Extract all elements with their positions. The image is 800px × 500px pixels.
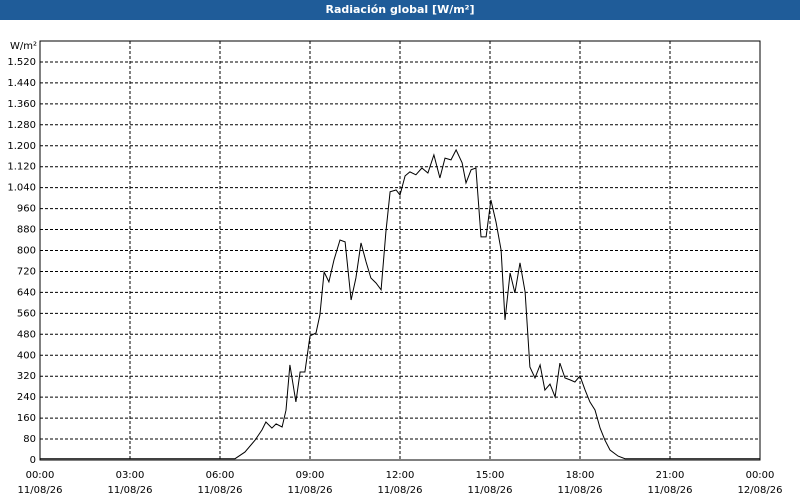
y-tick-label: 640	[17, 287, 36, 298]
x-tick-label: 00:00	[746, 470, 775, 481]
x-tick-date: 11/08/26	[378, 485, 423, 496]
y-tick-label: 240	[17, 392, 36, 403]
x-tick-date: 11/08/26	[108, 485, 153, 496]
x-tick-label: 12:00	[386, 470, 415, 481]
y-tick-label: 800	[17, 246, 36, 257]
y-tick-label: 560	[17, 308, 36, 319]
y-tick-label: 400	[17, 350, 36, 361]
y-tick-label: 960	[17, 204, 36, 215]
x-tick-label: 00:00	[26, 470, 55, 481]
y-tick-label: 160	[17, 413, 36, 424]
x-tick-date: 12/08/26	[738, 485, 783, 496]
x-tick-label: 09:00	[296, 470, 325, 481]
y-tick-label: 0	[30, 455, 36, 466]
x-tick-label: 03:00	[116, 470, 145, 481]
x-tick-label: 06:00	[206, 470, 235, 481]
y-tick-label: 1.040	[7, 183, 36, 194]
y-tick-label: 1.200	[7, 141, 36, 152]
x-tick-date: 11/08/26	[18, 485, 63, 496]
x-tick-date: 11/08/26	[558, 485, 603, 496]
y-tick-label: 1.280	[7, 120, 36, 131]
y-tick-label: 720	[17, 266, 36, 277]
y-tick-label: 1.520	[7, 57, 36, 68]
x-tick-date: 11/08/26	[468, 485, 513, 496]
x-tick-label: 21:00	[656, 470, 685, 481]
y-tick-label: 1.440	[7, 78, 36, 89]
y-tick-label: 320	[17, 371, 36, 382]
x-tick-label: 18:00	[566, 470, 595, 481]
y-tick-label: 1.120	[7, 162, 36, 173]
x-tick-date: 11/08/26	[198, 485, 243, 496]
y-tick-label: 480	[17, 329, 36, 340]
x-tick-date: 11/08/26	[648, 485, 693, 496]
plot-frame	[39, 40, 761, 461]
chart-title: Radiación global [W/m²]	[325, 3, 474, 16]
y-axis-unit: W/m²	[10, 41, 37, 52]
x-tick-label: 15:00	[476, 470, 505, 481]
data-line	[40, 148, 760, 460]
y-tick-label: 80	[23, 434, 36, 445]
title-bar	[0, 0, 800, 20]
y-tick-label: 880	[17, 225, 36, 236]
y-tick-label: 1.360	[7, 99, 36, 110]
x-tick-date: 11/08/26	[288, 485, 333, 496]
